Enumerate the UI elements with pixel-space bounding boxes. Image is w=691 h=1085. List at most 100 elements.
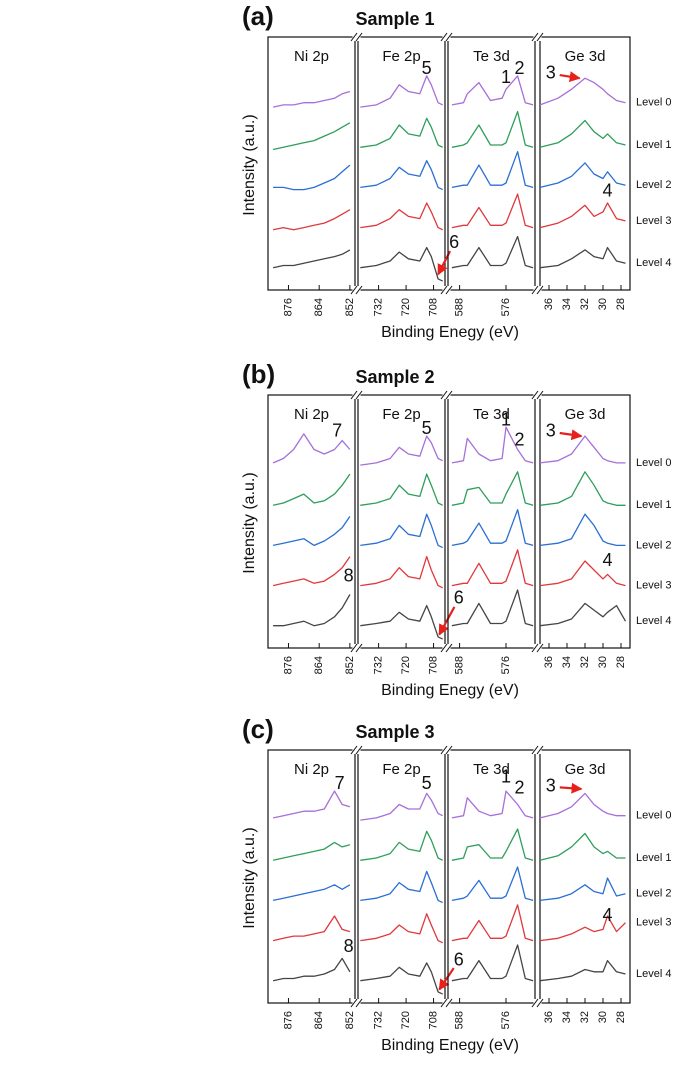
legend-label: Level 2 [636,179,671,191]
legend-label: Level 4 [636,257,671,269]
peak-annotation: 2 [515,58,525,78]
spectrum-line [451,426,534,464]
spectrum-line [539,162,626,189]
axis-break [440,390,448,400]
spectrum-line [539,471,626,506]
panel-frame [267,394,356,649]
x-tick-label: 720 [400,298,412,316]
x-axis-label: Binding Enegy (eV) [381,324,519,341]
spectrum-line [272,249,351,269]
panel-label: (c) [242,714,274,744]
x-tick-label: 36 [543,1011,555,1023]
spectrum-line [272,209,351,231]
annotation-arrow [438,967,455,991]
spectrum-line [360,473,443,506]
axis-break-gap [533,999,542,1007]
spectrum-line [539,513,626,547]
spectrum-line [360,792,443,821]
panel-frame [447,394,536,649]
axis-break [440,745,448,755]
axis-break-gap [442,33,451,41]
panel-title: Ge 3d [565,406,606,423]
axis-break [355,32,363,42]
x-tick-label: 28 [615,298,627,310]
panel-frame [267,749,356,1004]
peak-annotation: 5 [422,58,432,78]
spectrum-line [539,602,627,627]
spectrum-line [273,164,351,191]
spectrum-line [360,604,443,640]
axis-break [350,32,358,42]
peak-annotation: 4 [602,905,612,925]
peak-annotation: 6 [454,949,464,969]
x-tick-label: 576 [500,1011,512,1029]
x-tick-label: 30 [597,1011,609,1023]
spectrum-line [360,246,443,282]
spectrum-line [360,555,443,589]
axis-break-gap [442,391,451,399]
annotation-arrow [559,782,583,794]
legend-label: Level 2 [636,539,671,551]
spectrum-line [451,828,534,861]
spectrum-line [360,513,443,549]
axis-break [536,390,544,400]
legend-label: Level 3 [636,579,671,591]
panel-frame [357,36,446,291]
axis-break [445,643,453,653]
x-tick-label: 32 [579,656,591,668]
x-tick-label: 28 [615,656,627,668]
axis-break [350,745,358,755]
peak-annotation: 8 [344,936,354,956]
x-tick-label: 852 [344,656,356,674]
peak-annotation: 4 [602,181,612,201]
axis-break [440,643,448,653]
x-tick-label: 34 [561,298,573,310]
spectrum-line [272,122,351,151]
legend-label: Level 0 [636,810,671,822]
axis-break [355,390,363,400]
axis-break [445,745,453,755]
spectrum-line [360,913,443,944]
x-axis-label: Binding Enegy (eV) [381,1037,519,1054]
spectrum-line [451,509,534,547]
spectrum-line [360,117,443,148]
x-tick-label: 864 [313,298,325,316]
axis-break-gap [533,286,542,294]
spectrum-line [539,202,626,229]
x-tick-label: 720 [400,656,412,674]
axis-break [440,998,448,1008]
spectrum-line [272,841,351,861]
panel-frame [357,394,446,649]
x-tick-label: 588 [454,1011,466,1029]
legend-label: Level 4 [636,615,671,627]
x-tick-label: 30 [597,298,609,310]
axis-break-gap [533,33,542,41]
x-tick-label: 32 [579,1011,591,1023]
spectrum-line [272,790,351,819]
axis-break-gap [442,286,451,294]
peak-annotation: 4 [602,550,612,570]
x-tick-label: 576 [500,656,512,674]
axis-break [440,32,448,42]
panel-title: Te 3d [473,48,510,65]
x-tick-label: 28 [615,1011,627,1023]
spectrum-line [539,560,626,587]
spectrum-line [360,435,443,466]
spectrum-line [451,110,534,148]
axis-break-gap [352,391,361,399]
panel-label: (a) [242,1,274,31]
spectrum-line [539,792,626,819]
axis-break [355,998,363,1008]
spectrum-line [539,77,626,106]
x-tick-label: 732 [373,656,385,674]
panel-frame [447,36,536,291]
x-tick-label: 852 [344,298,356,316]
spectrum-line [451,193,534,229]
peak-annotation: 2 [515,429,525,449]
legend-label: Level 1 [636,139,671,151]
x-tick-label: 34 [561,1011,573,1023]
spectrum-line [272,90,351,108]
spectrum-line [539,915,626,942]
x-tick-label: 708 [427,656,439,674]
x-tick-label: 32 [579,298,591,310]
